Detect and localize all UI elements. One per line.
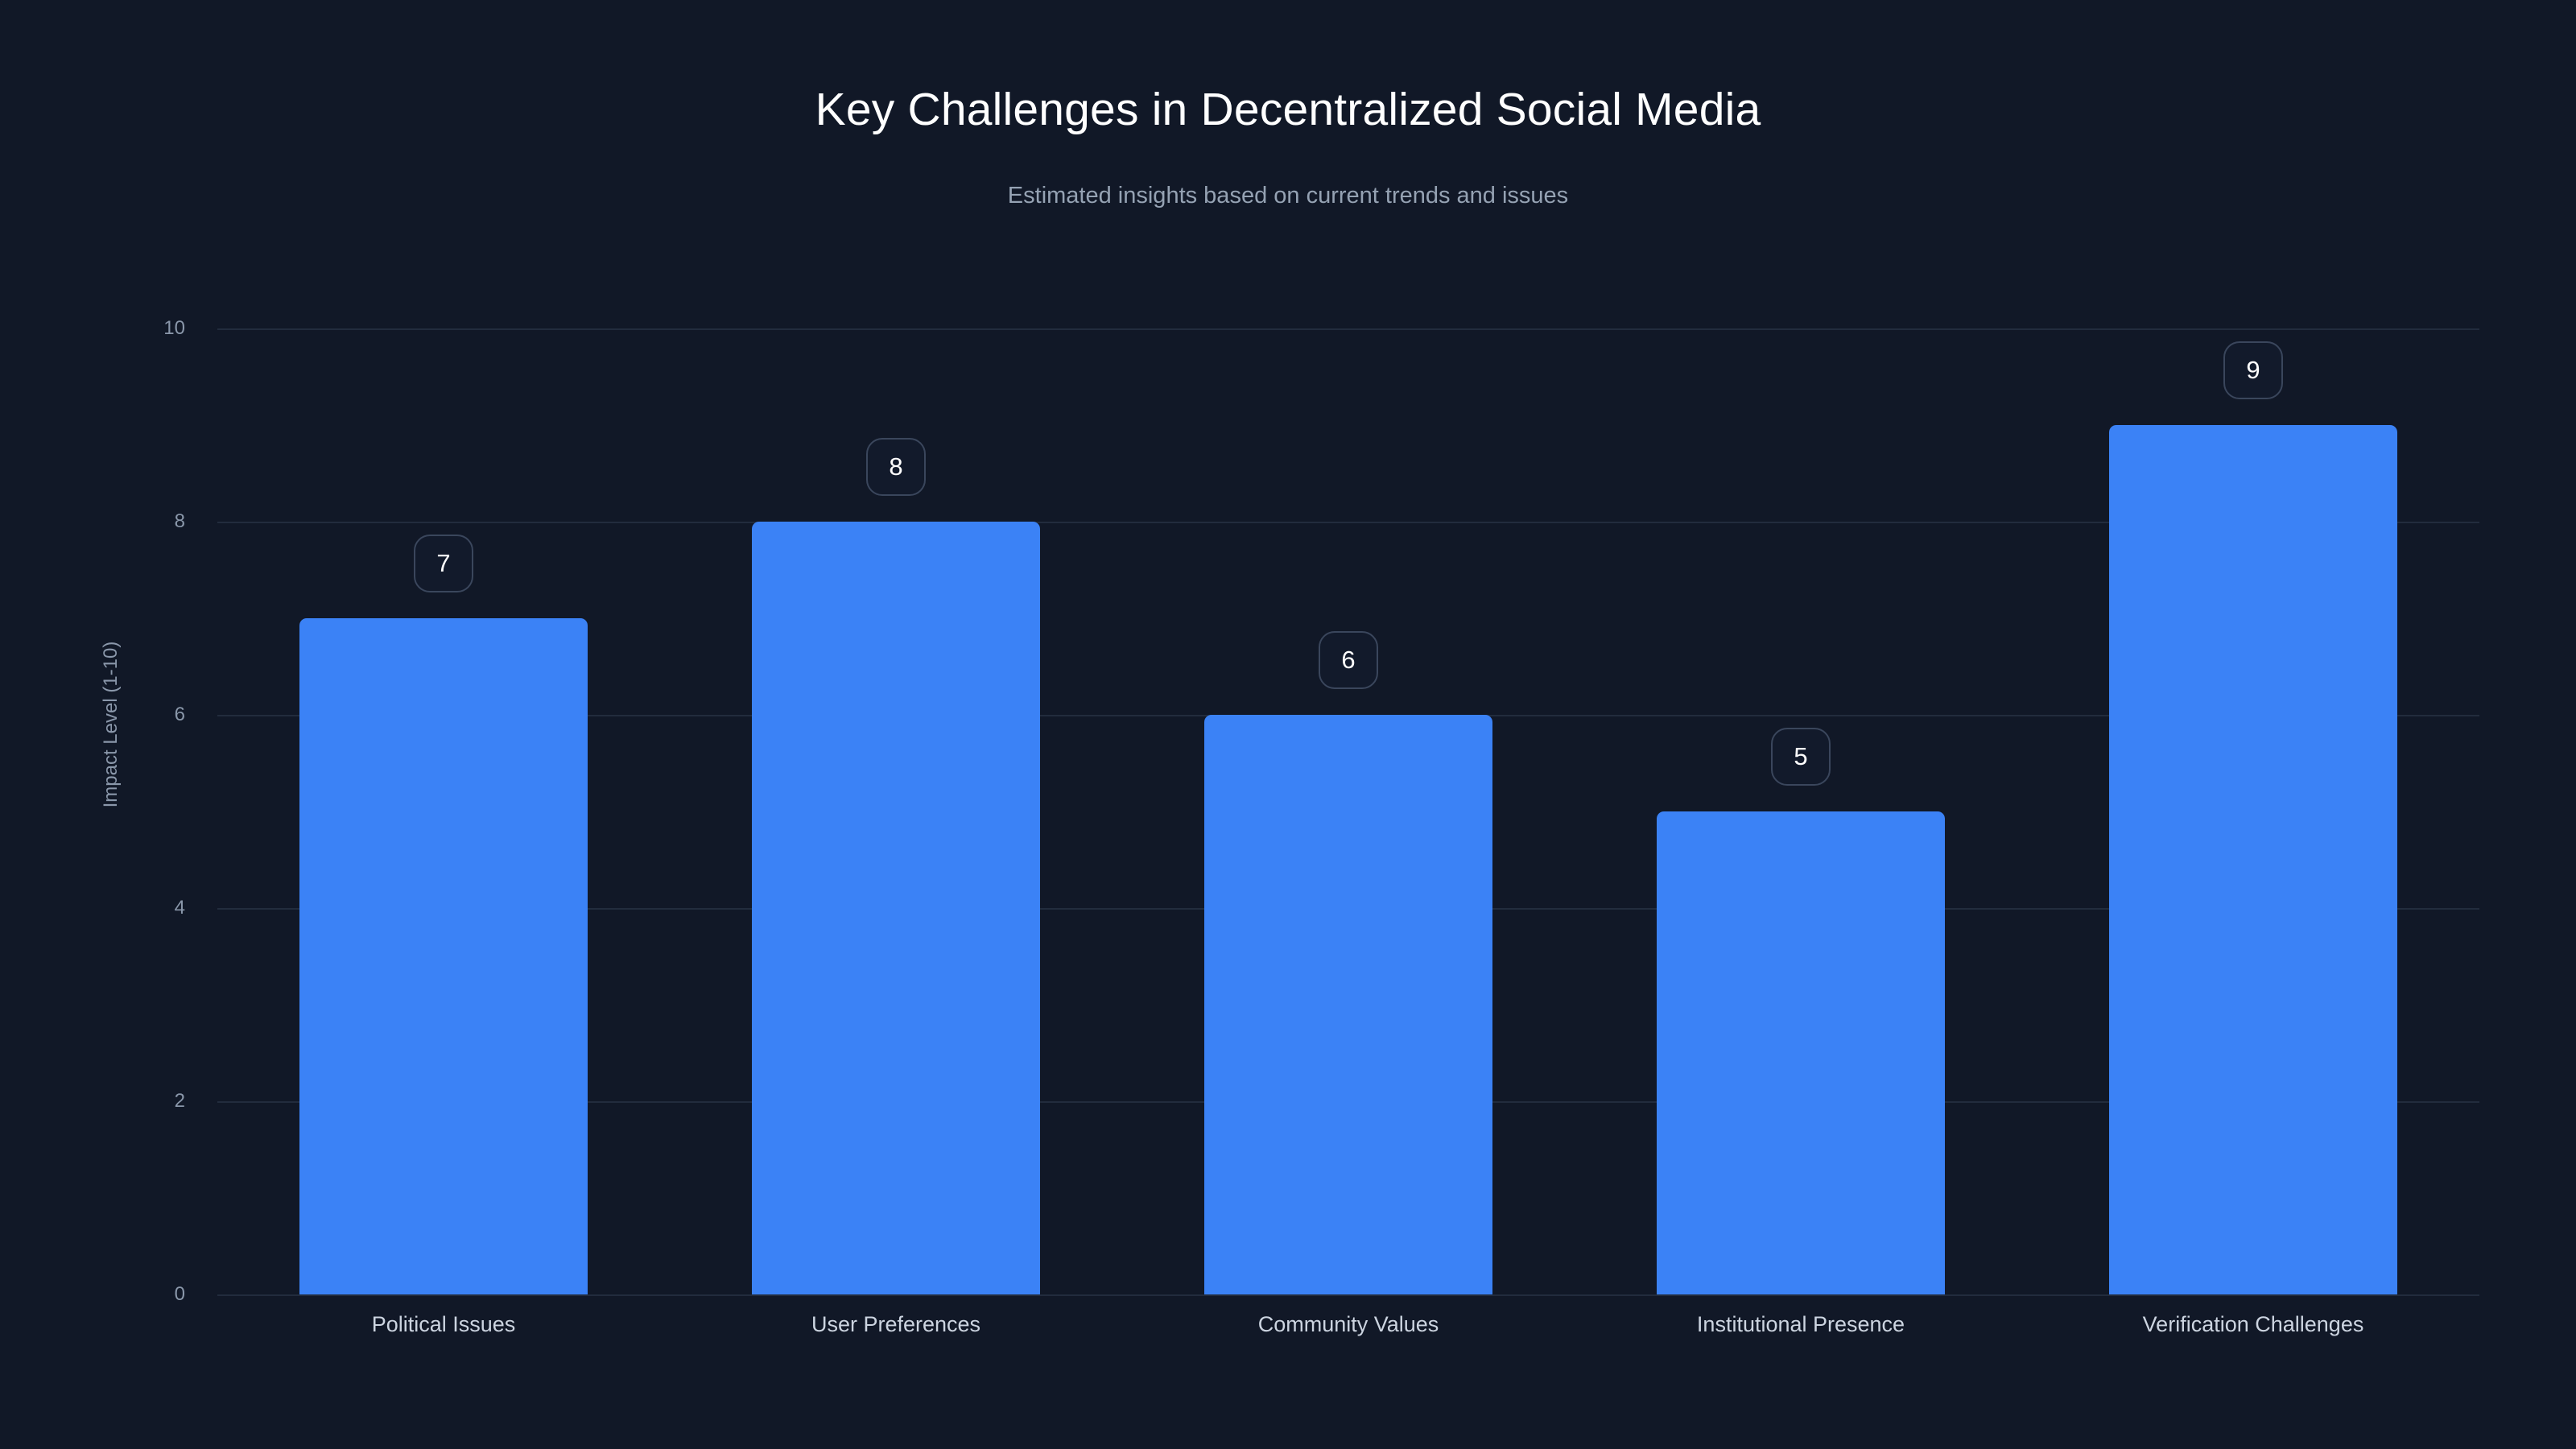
x-tick-label: Institutional Presence: [1696, 1312, 1905, 1336]
y-tick-label-10: 10: [163, 317, 185, 339]
gridline-8: [217, 522, 2479, 523]
bar[interactable]: [299, 618, 588, 1294]
value-badge: 6: [1319, 631, 1378, 689]
y-tick-label-0: 0: [174, 1283, 185, 1305]
chart-subtitle: Estimated insights based on current tren…: [1007, 183, 1569, 208]
bar[interactable]: [2109, 425, 2397, 1294]
y-tick-label-4: 4: [174, 897, 185, 919]
plot-area: [217, 328, 2479, 1296]
chart-header: Key Challenges in Decentralized Social M…: [0, 0, 2576, 208]
x-tick-label: Verification Challenges: [2142, 1312, 2364, 1336]
y-axis-title: Impact Level (1-10): [100, 641, 122, 808]
value-badge: 5: [1771, 728, 1831, 786]
y-tick-label-6: 6: [174, 704, 185, 725]
bar[interactable]: [752, 522, 1040, 1294]
y-tick-label-8: 8: [174, 510, 185, 532]
x-tick-label: User Preferences: [811, 1312, 981, 1336]
value-badge: 8: [866, 438, 926, 496]
chart-title: Key Challenges in Decentralized Social M…: [815, 84, 1761, 135]
x-tick-label: Political Issues: [371, 1312, 516, 1336]
gridline-0: [217, 1294, 2479, 1296]
value-badge: 7: [414, 535, 473, 592]
y-tick-label-2: 2: [174, 1090, 185, 1112]
gridline-10: [217, 328, 2479, 330]
bar[interactable]: [1657, 811, 1945, 1294]
x-tick-label: Community Values: [1257, 1312, 1439, 1336]
bar[interactable]: [1204, 715, 1492, 1294]
value-badge: 9: [2223, 341, 2283, 399]
